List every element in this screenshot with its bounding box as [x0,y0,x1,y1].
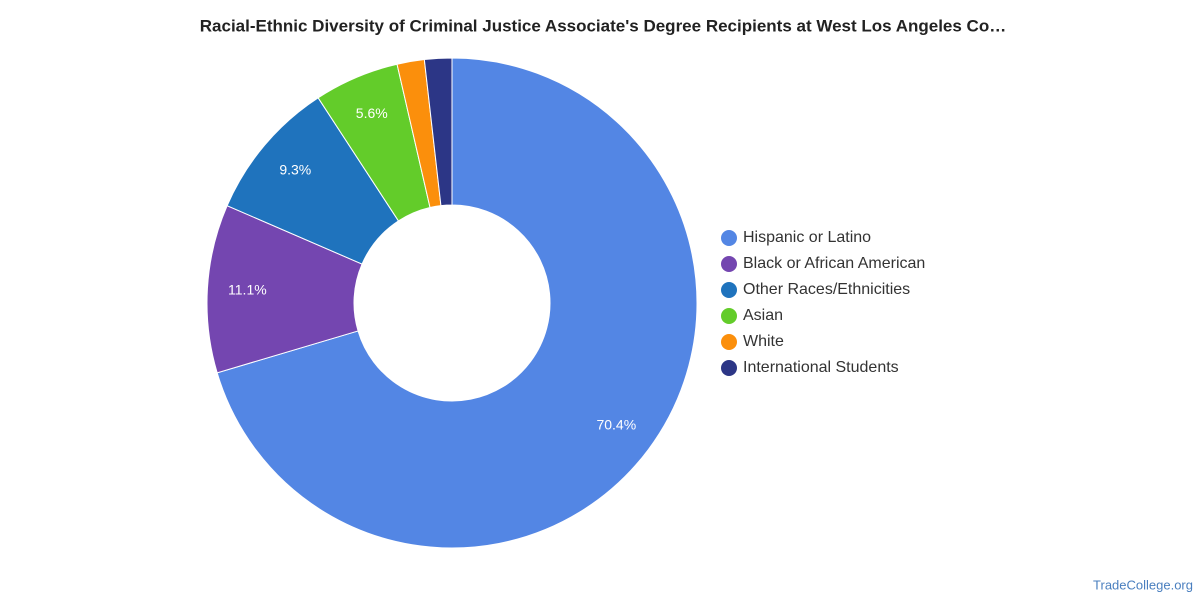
legend-label: Other Races/Ethnicities [743,281,910,298]
data-label: 9.3% [279,162,311,178]
data-label: 11.1% [228,281,267,297]
slice [216,57,698,549]
data-label: 5.6% [356,105,388,121]
legend-swatch [721,282,737,298]
slice [423,57,453,207]
legend-swatch [721,256,737,272]
legend-label: Asian [743,307,783,324]
legend-swatch [721,334,737,350]
legend-label: Hispanic or Latino [743,229,871,246]
legend-swatch [721,230,737,246]
legend-swatch [721,360,737,376]
legend-swatch [721,308,737,324]
legend-label: White [743,333,784,350]
legend-label: International Students [743,359,899,376]
source: TradeCollege.org [1093,577,1193,592]
data-label: 70.4% [596,416,636,432]
chart-title: Racial-Ethnic Diversity of Criminal Just… [200,16,1006,35]
legend-label: Black or African American [743,255,925,272]
